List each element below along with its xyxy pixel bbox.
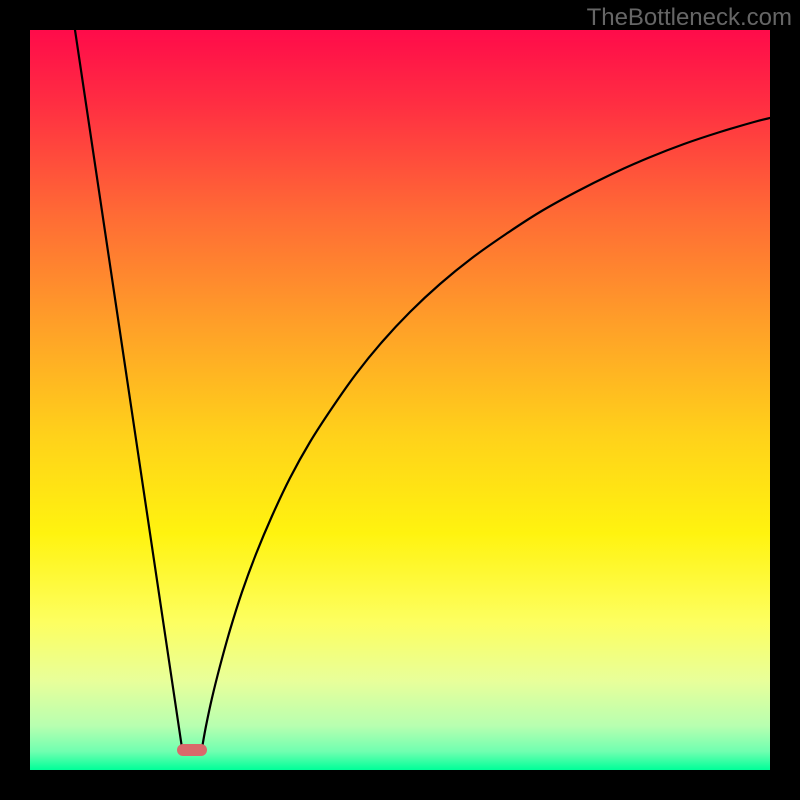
watermark-text: TheBottleneck.com — [587, 4, 792, 32]
chart-container — [0, 0, 800, 800]
bottleneck-chart — [0, 0, 800, 800]
